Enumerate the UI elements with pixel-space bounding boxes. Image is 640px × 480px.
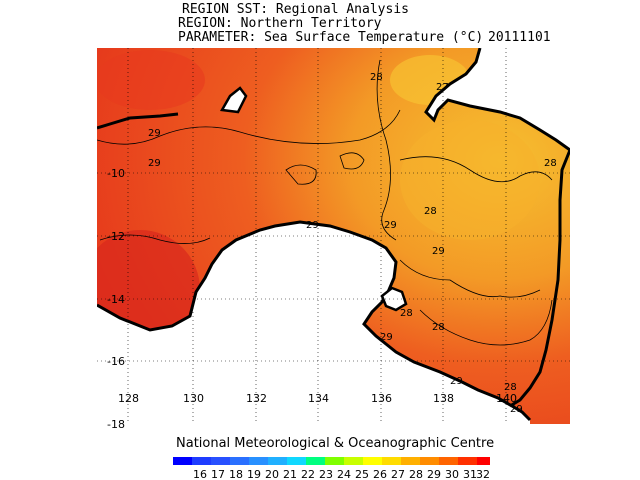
colorbar-swatch — [211, 457, 230, 465]
colorbar-swatch — [363, 457, 382, 465]
colorbar-swatch — [306, 457, 325, 465]
contour-label: 28 — [424, 206, 437, 217]
contour-label: 29 — [450, 376, 463, 387]
colorbar-swatch — [268, 457, 287, 465]
parameter-label: PARAMETER: Sea Surface Temperature (°C) — [178, 30, 484, 45]
colorbar-label: 27 — [391, 468, 405, 480]
colorbar-swatch — [420, 457, 439, 465]
contour-line — [376, 59, 397, 241]
contour-label: 29 — [384, 220, 397, 231]
colorbar-swatch — [439, 457, 458, 465]
mild-patch-east — [400, 120, 540, 240]
lon-tick-label: 140 — [496, 392, 517, 405]
colorbar-label: 24 — [337, 468, 351, 480]
contour-label: 29 — [148, 128, 161, 139]
lat-tick-label: -14 — [107, 293, 125, 306]
colorbar-swatch — [173, 457, 192, 465]
contour-line — [97, 109, 401, 145]
colorbar-label: 21 — [283, 468, 297, 480]
colorbar-swatch — [344, 457, 363, 465]
contour-line — [399, 156, 553, 183]
colorbar — [173, 457, 490, 465]
contour-label: 28 — [544, 158, 557, 169]
colorbar-swatch — [192, 457, 211, 465]
contour-line — [339, 152, 365, 170]
lon-tick-label: 132 — [246, 392, 267, 405]
lon-tick-label: 138 — [433, 392, 454, 405]
colorbar-label: 19 — [247, 468, 261, 480]
lat-tick-label: -12 — [107, 230, 125, 243]
contour-label: 29 — [380, 332, 393, 343]
colorbar-label: 25 — [355, 468, 369, 480]
contour-label: 29 — [306, 220, 319, 231]
lon-tick-label: 130 — [183, 392, 204, 405]
colorbar-label: 23 — [319, 468, 333, 480]
contour-label: 29 — [510, 404, 523, 415]
contour-label: 28 — [370, 72, 383, 83]
lat-tick-label: -16 — [107, 355, 125, 368]
contour-label: 29 — [148, 158, 161, 169]
colorbar-label: 29 — [427, 468, 441, 480]
colorbar-label: 30 — [445, 468, 459, 480]
colorbar-swatch — [401, 457, 420, 465]
colorbar-swatch — [458, 457, 477, 465]
tiwi-coastline — [97, 112, 179, 130]
colorbar-label: 28 — [409, 468, 423, 480]
contour-label: 28 — [400, 308, 413, 319]
colorbar-label: 17 — [211, 468, 225, 480]
contour-label: 27 — [436, 82, 449, 93]
lon-tick-label: 128 — [118, 392, 139, 405]
analysis-date: 20111101 — [488, 30, 551, 45]
lat-tick-label: -18 — [107, 418, 125, 431]
colorbar-label: 32 — [476, 468, 490, 480]
contour-line — [399, 259, 541, 298]
colorbar-swatch — [382, 457, 401, 465]
east-gulf-coastline — [509, 149, 570, 408]
lon-tick-label: 134 — [308, 392, 329, 405]
colorbar-label: 26 — [373, 468, 387, 480]
colorbar-swatch — [325, 457, 344, 465]
contour-line — [285, 164, 317, 185]
colorbar-label: 18 — [229, 468, 243, 480]
colorbar-swatch — [477, 457, 490, 465]
cape-york-landmass — [426, 48, 570, 150]
colorbar-swatch — [249, 457, 268, 465]
cobourg-coastline — [219, 86, 248, 114]
hot-patch-northwest — [97, 50, 205, 110]
lon-tick-label: 136 — [371, 392, 392, 405]
graticule — [97, 48, 570, 424]
colorbar-label: 22 — [301, 468, 315, 480]
contour-label: 29 — [432, 246, 445, 257]
region-label: REGION: Northern Territory — [178, 16, 382, 31]
map-title: REGION SST: Regional Analysis — [182, 2, 409, 17]
colorbar-label: 16 — [193, 468, 207, 480]
mainland-landmass — [97, 222, 530, 424]
contour-label: 28 — [504, 382, 517, 393]
colorbar-swatch — [230, 457, 249, 465]
contour-label: 28 — [432, 322, 445, 333]
colorbar-swatch — [287, 457, 306, 465]
colorbar-label: 31 — [463, 468, 477, 480]
credit-line: National Meteorological & Oceanographic … — [176, 436, 495, 451]
mainland-coastline — [97, 220, 532, 422]
contour-line — [419, 299, 553, 346]
colorbar-label: 20 — [265, 468, 279, 480]
cape-york-coastline — [424, 48, 570, 152]
lat-tick-label: -10 — [107, 167, 125, 180]
